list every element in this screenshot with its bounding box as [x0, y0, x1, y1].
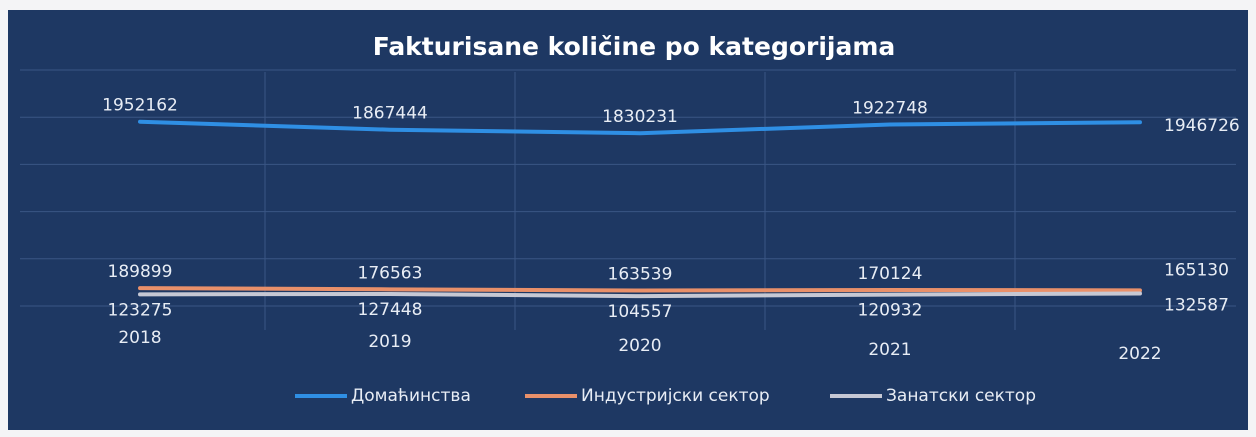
legend-label: Домаћинства [351, 386, 471, 406]
data-label: 1867444 [352, 104, 428, 124]
series-line [138, 291, 1142, 299]
data-label: 132587 [1164, 295, 1229, 315]
data-label: 165130 [1164, 260, 1229, 280]
legend-label: Индустријски сектор [581, 386, 770, 406]
data-label: 120932 [858, 301, 923, 321]
x-tick-label: 2019 [368, 332, 411, 352]
x-tick-label: 2018 [118, 328, 161, 348]
data-label: 123275 [108, 300, 173, 320]
data-label: 1952162 [102, 96, 178, 116]
chart-background [8, 10, 1248, 430]
x-tick-label: 2020 [618, 336, 661, 356]
series-line [138, 286, 1142, 293]
data-label: 127448 [358, 300, 423, 320]
data-label: 176563 [358, 263, 423, 283]
legend-label: Занатски сектор [886, 386, 1036, 406]
x-tick-label: 2021 [868, 340, 911, 360]
chart-title: Fakturisane količine po kategorijama [373, 32, 896, 61]
series-line [138, 119, 1142, 136]
data-label: 170124 [858, 264, 923, 284]
data-label: 163539 [608, 265, 673, 285]
data-label: 1830231 [602, 107, 678, 127]
data-label: 1922748 [852, 98, 928, 118]
data-label: 104557 [608, 302, 673, 322]
x-tick-label: 2022 [1118, 344, 1161, 364]
data-label: 1946726 [1164, 116, 1240, 136]
data-label: 189899 [108, 262, 173, 282]
